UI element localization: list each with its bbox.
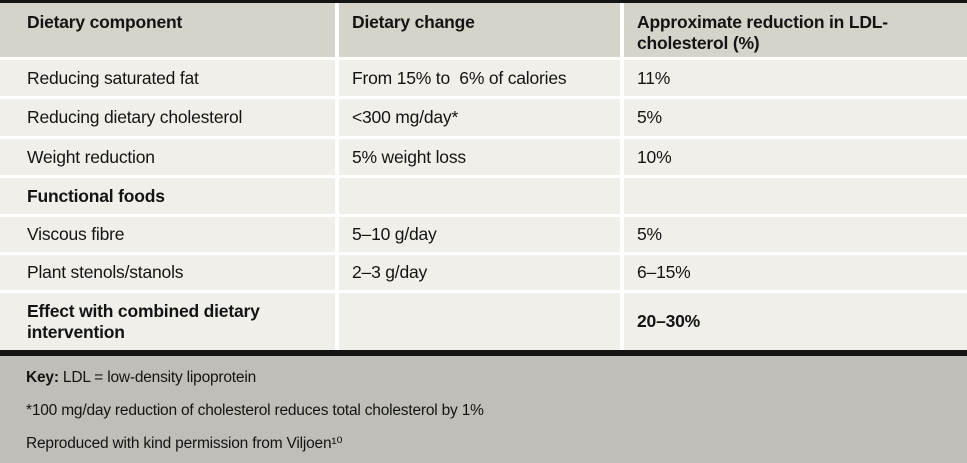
footnote-attribution: Reproduced with kind permission from Vil… bbox=[26, 434, 947, 454]
component-cell: Reducing dietary cholesterol bbox=[0, 99, 335, 136]
footnote-attribution-text: Reproduced with kind permission from Vil… bbox=[26, 435, 343, 453]
column-header-ldl-reduction: Approximate reduction in LDL-cholesterol… bbox=[624, 3, 967, 57]
change-cell: From 15% to 6% of calories bbox=[339, 60, 620, 96]
footnote-asterisk: *100 mg/day reduction of cholesterol red… bbox=[26, 401, 947, 421]
dietary-intervention-table: Dietary component Dietary change Approxi… bbox=[0, 0, 967, 350]
change-cell-empty bbox=[339, 178, 620, 214]
summary-reduction-cell: 20–30% bbox=[624, 293, 967, 350]
component-label: Plant stenols/stanols bbox=[27, 262, 184, 283]
change-cell: 5–10 g/day bbox=[339, 217, 620, 252]
column-header-label: Dietary change bbox=[352, 12, 475, 32]
footnote-key-label: Key: bbox=[26, 369, 59, 386]
change-cell: 5% weight loss bbox=[339, 139, 620, 175]
change-value: 5–10 g/day bbox=[352, 224, 437, 245]
column-header-dietary-component: Dietary component bbox=[0, 3, 335, 57]
footnote-key-text: LDL = low-density lipoprotein bbox=[58, 369, 256, 386]
footnote-key: Key: LDL = low-density lipoprotein bbox=[26, 368, 947, 388]
component-cell: Reducing saturated fat bbox=[0, 60, 335, 96]
reduction-cell-empty bbox=[624, 178, 967, 214]
reduction-cell: 10% bbox=[624, 139, 967, 175]
reduction-value: 5% bbox=[637, 107, 662, 128]
reduction-cell: 5% bbox=[624, 217, 967, 252]
change-cell: 2–3 g/day bbox=[339, 255, 620, 290]
footnote-asterisk-text: *100 mg/day reduction of cholesterol red… bbox=[26, 402, 484, 420]
change-value: From 15% to 6% of calories bbox=[352, 67, 567, 88]
reduction-cell: 11% bbox=[624, 60, 967, 96]
component-cell: Plant stenols/stanols bbox=[0, 255, 335, 290]
change-cell: <300 mg/day* bbox=[339, 99, 620, 136]
summary-reduction-value: 20–30% bbox=[637, 311, 701, 332]
column-header-label: Approximate reduction in LDL-cholesterol… bbox=[637, 12, 888, 53]
table-footer-divider bbox=[0, 350, 967, 356]
footnotes-section: Key: LDL = low-density lipoprotein *100 … bbox=[0, 356, 967, 463]
reduction-value: 10% bbox=[637, 146, 672, 167]
column-header-dietary-change: Dietary change bbox=[339, 3, 620, 57]
summary-component-cell: Effect with combined dietary interventio… bbox=[0, 293, 335, 350]
reduction-value: 11% bbox=[637, 67, 671, 88]
change-value: 2–3 g/day bbox=[352, 262, 428, 283]
component-label: Viscous fibre bbox=[27, 224, 125, 245]
column-header-label: Dietary component bbox=[27, 12, 183, 32]
change-value: <300 mg/day* bbox=[352, 107, 459, 128]
reduction-value: 6–15% bbox=[637, 262, 691, 283]
component-cell: Viscous fibre bbox=[0, 217, 335, 252]
component-label: Reducing saturated fat bbox=[27, 67, 199, 88]
reduction-cell: 5% bbox=[624, 99, 967, 136]
component-cell: Weight reduction bbox=[0, 139, 335, 175]
summary-label: Effect with combined dietary interventio… bbox=[27, 300, 265, 342]
section-header-cell: Functional foods bbox=[0, 178, 335, 214]
change-value: 5% weight loss bbox=[352, 146, 466, 167]
change-cell-empty bbox=[339, 293, 620, 350]
reduction-value: 5% bbox=[637, 224, 662, 245]
section-header-label: Functional foods bbox=[27, 185, 165, 206]
component-label: Reducing dietary cholesterol bbox=[27, 107, 243, 128]
component-label: Weight reduction bbox=[27, 146, 155, 167]
reduction-cell: 6–15% bbox=[624, 255, 967, 290]
